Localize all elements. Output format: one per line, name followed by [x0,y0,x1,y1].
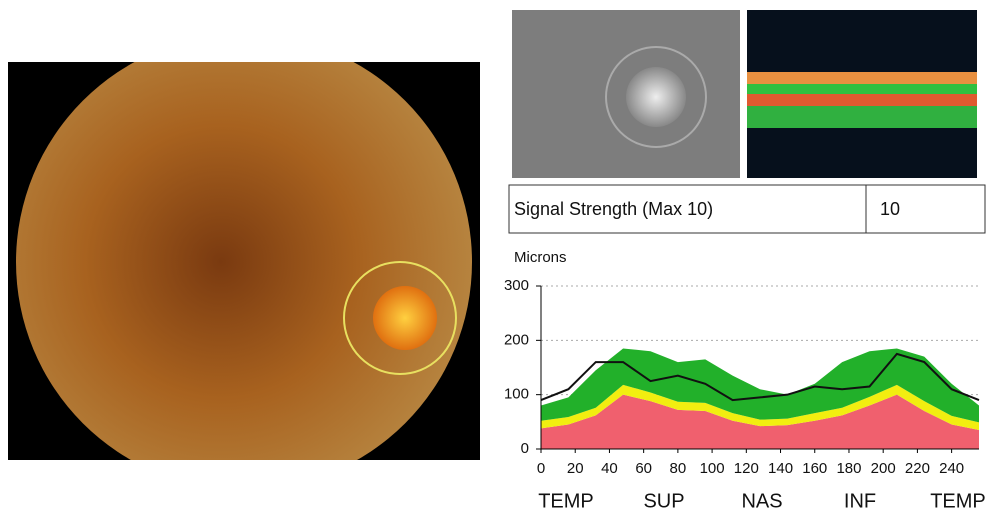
optic-disc [373,286,437,350]
plot: 0 100 200 300 0 20 40 60 80 100 120 140 160 180 200 220… [504,277,986,512]
y-axis-label: Microns [514,249,567,266]
x-tick-label: 160 [802,460,827,477]
y-tick-label: 0 [521,440,529,457]
y-tick-label: 200 [504,331,529,348]
x-tick-label: 0 [537,460,545,477]
oct-layer [747,106,977,128]
y-tick-label: 300 [504,277,529,294]
mask [8,30,480,62]
x-tick-label: 200 [871,460,896,477]
x-tick-label: 220 [905,460,930,477]
report: Signal Strength (Max 10) 10 Microns 0 100… [0,0,995,516]
oct-layer [747,72,977,84]
x-tick-label: 80 [670,460,687,477]
region-label: NAS [741,490,782,512]
region-label: TEMP [538,490,594,512]
oct-layer [747,84,977,94]
x-tick-label: 240 [939,460,964,477]
x-tick-label: 120 [734,460,759,477]
oct-layer [747,94,977,106]
signal-value: 10 [880,199,900,219]
x-tick-label: 40 [601,460,618,477]
ir-disc [626,67,686,127]
region-label: SUP [643,490,684,512]
x-tick-label: 60 [635,460,652,477]
signal-label: Signal Strength (Max 10) [514,199,713,219]
region-label: INF [844,490,876,512]
x-tick-label: 140 [768,460,793,477]
region-label: TEMP [930,490,986,512]
x-tick-label: 100 [700,460,725,477]
mask [8,460,480,500]
x-tick-label: 20 [567,460,584,477]
x-tick-label: 180 [836,460,861,477]
y-tick-label: 100 [504,386,529,403]
